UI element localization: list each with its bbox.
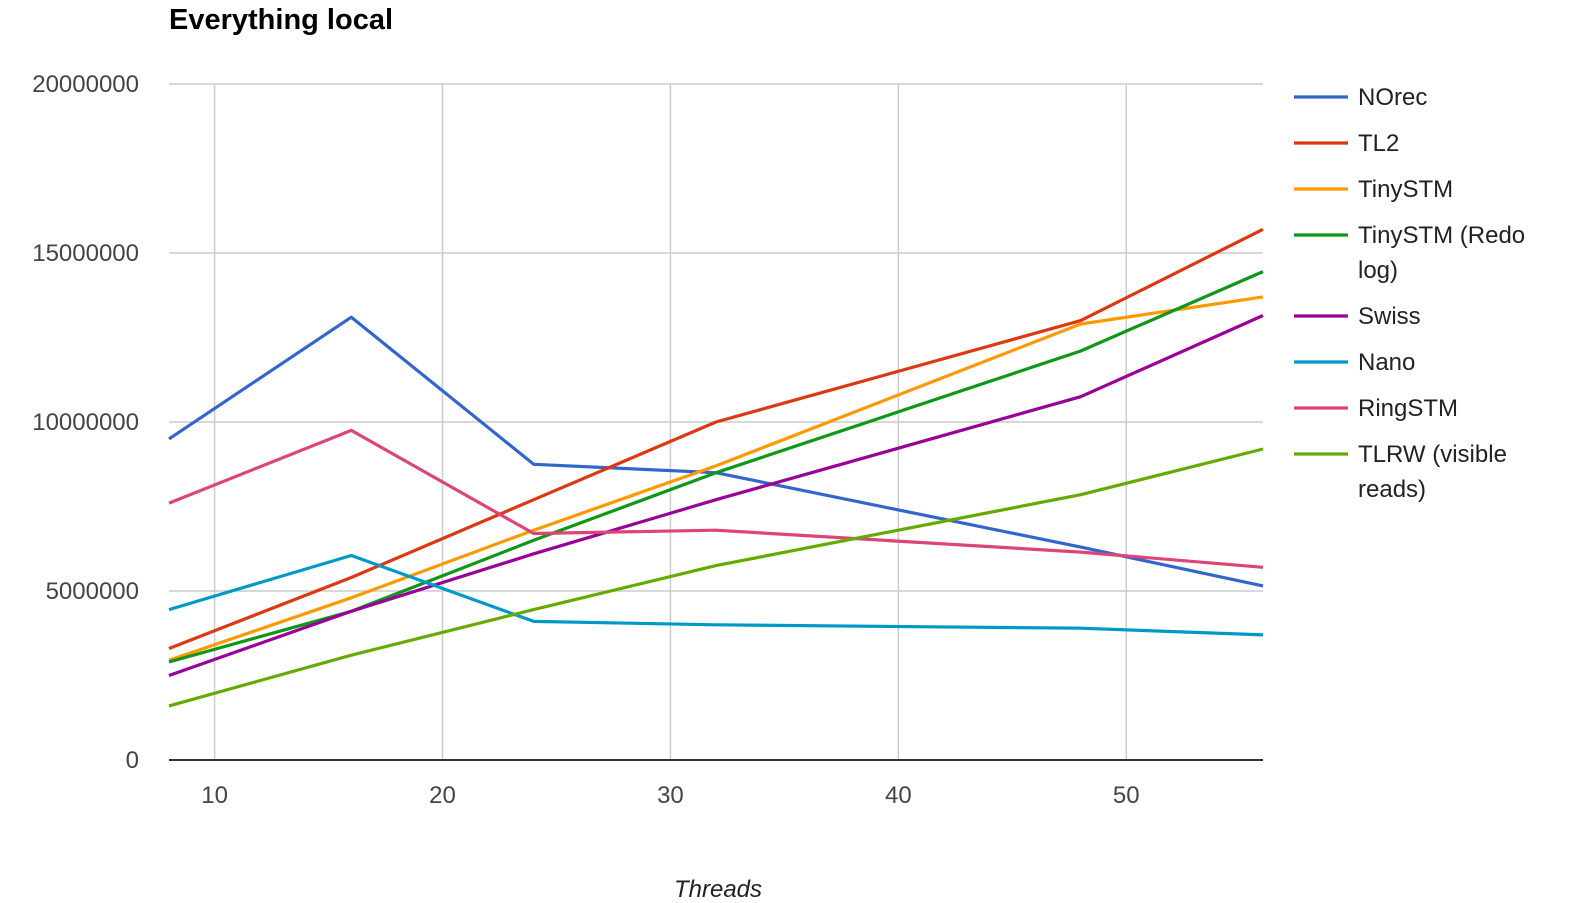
series-line-tinystm xyxy=(168,295,1264,662)
y-tick-label: 5000000 xyxy=(46,578,139,605)
legend-label: Nano xyxy=(1358,349,1415,376)
legend-label: log) xyxy=(1358,257,1398,284)
x-tick-label: 40 xyxy=(885,782,912,809)
legend-label: Swiss xyxy=(1358,303,1421,330)
series-line-norec xyxy=(168,315,1264,588)
x-tick-label: 20 xyxy=(429,782,456,809)
series-line-nano xyxy=(168,553,1264,637)
chart-title: Everything local xyxy=(169,4,394,36)
y-tick-label: 20000000 xyxy=(32,71,139,98)
legend-item-tinystm: TinySTM xyxy=(1294,176,1453,203)
axis-layer: 0 5000000 10000000 15000000 20000000 10 20 30 40… xyxy=(32,71,1263,809)
y-tick-label: 10000000 xyxy=(32,409,139,436)
series-line-tinystm-redo-log xyxy=(168,270,1264,664)
legend-item-nano: Nano xyxy=(1294,349,1415,376)
legend-label: reads) xyxy=(1358,476,1426,503)
legend-item-tlrw-visible-reads: TLRW (visible reads) xyxy=(1294,441,1507,503)
legend-item-tl2: TL2 xyxy=(1294,130,1399,157)
legend-label: NOrec xyxy=(1358,84,1427,111)
x-axis-title: Threads xyxy=(674,876,762,903)
series-line-ringstm xyxy=(168,428,1264,569)
legend-item-ringstm: RingSTM xyxy=(1294,395,1458,422)
legend-label: TinySTM (Redo xyxy=(1358,222,1525,249)
legend-label: TinySTM xyxy=(1358,176,1453,203)
legend: NOrec TL2 TinySTM TinySTM (Redo log) Swiss Nan… xyxy=(1294,84,1525,503)
x-tick-label: 50 xyxy=(1113,782,1140,809)
legend-item-tinystm-redo-log: TinySTM (Redo log) xyxy=(1294,222,1525,284)
series-line-tl2 xyxy=(168,227,1264,650)
x-tick-label: 10 xyxy=(201,782,228,809)
series-line-swiss xyxy=(168,314,1264,678)
y-tick-label: 15000000 xyxy=(32,240,139,267)
x-tick-label: 30 xyxy=(657,782,684,809)
series-line-tlrw-visible-reads xyxy=(168,447,1264,708)
series-layer xyxy=(168,227,1264,708)
legend-label: RingSTM xyxy=(1358,395,1458,422)
legend-label: TL2 xyxy=(1358,130,1399,157)
legend-item-swiss: Swiss xyxy=(1294,303,1421,330)
legend-item-norec: NOrec xyxy=(1294,84,1427,111)
legend-label: TLRW (visible xyxy=(1358,441,1507,468)
y-tick-label: 0 xyxy=(126,747,139,774)
